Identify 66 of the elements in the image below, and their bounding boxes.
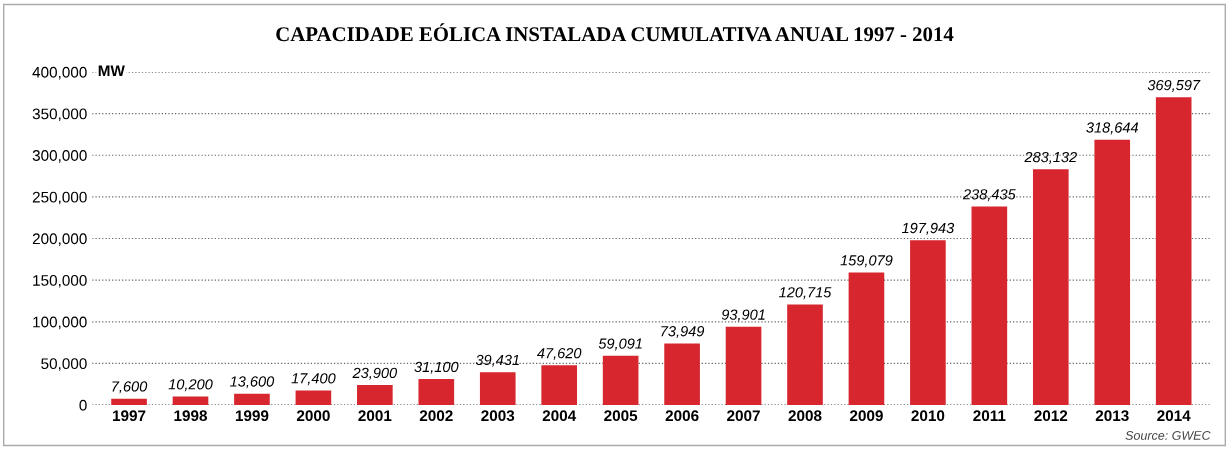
x-tick-label: 1997 <box>113 410 146 422</box>
bar <box>664 343 700 405</box>
x-tick-label: 2008 <box>788 410 822 422</box>
data-label: 7,600 <box>112 381 148 394</box>
x-tick-label: 2014 <box>1157 410 1191 422</box>
bar <box>787 304 823 405</box>
chart-title: CAPACIDADE EÓLICA INSTALADA CUMULATIVA ANUAL 1997 - 2014 <box>276 23 954 42</box>
x-tick-label: 2012 <box>1034 410 1068 422</box>
data-label: 120,715 <box>779 287 832 300</box>
x-tick-label: 2013 <box>1095 410 1129 422</box>
x-tick-label: 2005 <box>604 410 638 422</box>
bar <box>357 385 393 405</box>
x-tick-label: 2001 <box>358 410 392 422</box>
bar <box>848 272 885 405</box>
y-tick-label: 150,000 <box>33 274 87 288</box>
bar <box>541 365 578 405</box>
y-tick-label: 250,000 <box>32 191 87 205</box>
y-tick-label: 0 <box>79 399 87 411</box>
data-label: 47,620 <box>536 347 582 361</box>
x-tick-label: 2011 <box>973 410 1006 422</box>
bar <box>418 379 455 405</box>
data-label: 73,949 <box>661 326 705 339</box>
data-label: 93,901 <box>721 309 765 322</box>
data-label: 318,644 <box>1086 122 1139 135</box>
data-label: 31,100 <box>414 361 459 374</box>
bar <box>111 398 147 405</box>
y-tick-label: 400,000 <box>32 66 87 80</box>
x-tick-label: 1998 <box>174 410 208 422</box>
bar <box>172 396 209 405</box>
x-tick-label: 2009 <box>849 410 883 422</box>
data-label: 238,435 <box>962 189 1016 202</box>
bar <box>1032 169 1069 405</box>
data-label: 369,597 <box>1147 79 1201 92</box>
bar <box>1094 139 1131 405</box>
data-label: 10,200 <box>168 379 213 392</box>
bar <box>1155 97 1192 405</box>
y-tick-label: 50,000 <box>41 358 87 371</box>
x-tick-label: 2007 <box>727 410 760 422</box>
data-label: 197,943 <box>901 222 955 235</box>
data-label: 159,079 <box>840 255 893 268</box>
x-tick-label: 2004 <box>542 410 577 422</box>
y-axis-title: MW <box>98 65 125 76</box>
y-tick-label: 200,000 <box>32 233 87 246</box>
bar <box>602 355 639 405</box>
data-label: 23,900 <box>352 367 398 380</box>
data-label: 39,431 <box>475 354 519 367</box>
data-label: 59,091 <box>598 338 642 351</box>
source-note: Source: GWEC <box>1125 431 1211 440</box>
y-tick-label: 100,000 <box>33 316 87 330</box>
bar <box>479 372 516 405</box>
x-tick-label: 2002 <box>419 410 453 422</box>
data-label: 13,600 <box>230 376 275 389</box>
x-tick-label: 2000 <box>296 410 330 422</box>
bar <box>234 393 270 405</box>
bar <box>971 206 1008 405</box>
x-tick-label: 2010 <box>911 410 945 422</box>
bar <box>295 390 332 405</box>
x-tick-label: 2006 <box>665 410 699 422</box>
bar <box>910 240 946 405</box>
bar <box>725 326 762 405</box>
x-tick-label: 1999 <box>235 410 269 422</box>
y-tick-label: 300,000 <box>32 150 87 163</box>
data-label: 17,400 <box>291 373 336 386</box>
y-tick-label: 350,000 <box>32 108 87 122</box>
x-tick-label: 2003 <box>481 410 515 422</box>
data-label: 283,132 <box>1024 151 1077 164</box>
